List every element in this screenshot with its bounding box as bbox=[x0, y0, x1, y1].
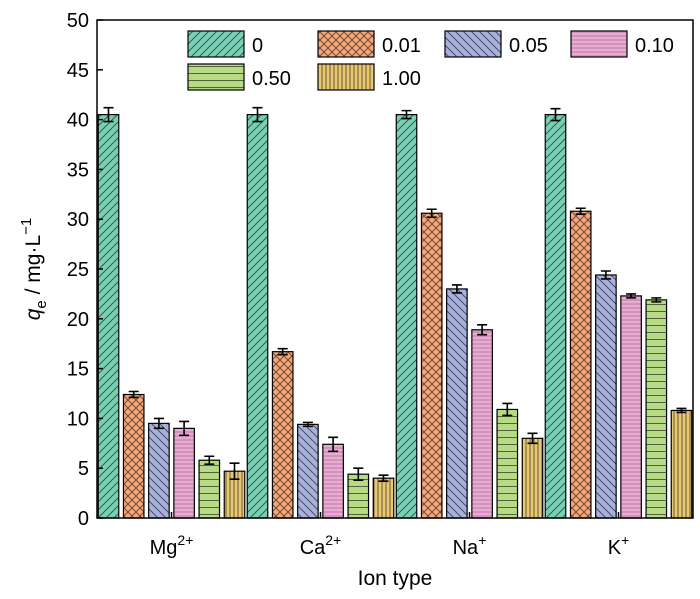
bars-layer bbox=[97, 106, 693, 519]
legend-swatch bbox=[570, 30, 628, 58]
bar-mg-series-0 bbox=[97, 114, 120, 519]
legend-label: 0 bbox=[252, 35, 263, 57]
legend-label: 0.10 bbox=[635, 35, 674, 57]
x-tick-label-na: Na+ bbox=[453, 532, 487, 559]
error-bar-ca-series-5 bbox=[378, 474, 389, 482]
bar-na-series-3 bbox=[471, 329, 493, 519]
bar-na-series-5 bbox=[521, 437, 544, 519]
error-bar-mg-series-0 bbox=[103, 106, 114, 123]
y-tick-label: 10 bbox=[67, 408, 89, 430]
legend-item-4: 0.50 bbox=[187, 63, 291, 91]
error-bar-k-series-3 bbox=[626, 293, 637, 299]
error-bar-na-series-4 bbox=[502, 402, 513, 417]
legend-label: 0.01 bbox=[382, 35, 421, 57]
y-tick-label: 30 bbox=[67, 209, 89, 231]
bar-k-series-1 bbox=[569, 210, 592, 519]
legend-label: 0.50 bbox=[252, 68, 291, 90]
error-bar-k-series-5 bbox=[676, 407, 687, 414]
error-bar-na-series-3 bbox=[477, 323, 488, 336]
error-bar-ca-series-3 bbox=[328, 436, 339, 453]
y-tick-label: 5 bbox=[78, 458, 89, 480]
error-bar-ca-series-1 bbox=[277, 347, 288, 356]
legend-item-5: 1.00 bbox=[317, 63, 421, 91]
bar-k-series-3 bbox=[620, 295, 642, 519]
bar-ca-series-5 bbox=[372, 477, 395, 519]
error-bar-mg-series-1 bbox=[128, 390, 139, 399]
legend-label: 0.05 bbox=[509, 35, 548, 57]
error-bar-ca-series-2 bbox=[302, 421, 313, 428]
y-tick-label: 0 bbox=[78, 508, 89, 530]
error-bar-mg-series-3 bbox=[179, 420, 190, 437]
error-bar-k-series-0 bbox=[550, 107, 561, 122]
legend-swatch bbox=[444, 30, 502, 58]
bar-k-series-0 bbox=[544, 114, 567, 519]
error-bar-mg-series-2 bbox=[153, 417, 164, 430]
bar-na-series-1 bbox=[420, 212, 443, 519]
legend-item-2: 0.05 bbox=[444, 30, 548, 58]
error-bar-ca-series-0 bbox=[252, 106, 263, 123]
bar-ca-series-0 bbox=[246, 114, 269, 519]
error-bar-ca-series-4 bbox=[353, 467, 364, 481]
error-bar-mg-series-5 bbox=[229, 462, 240, 480]
bar-ca-series-2 bbox=[297, 423, 319, 519]
bar-na-series-0 bbox=[395, 114, 418, 519]
legend-item-3: 0.10 bbox=[570, 30, 674, 58]
x-tick-label-mg: Mg2+ bbox=[150, 532, 194, 559]
error-bar-na-series-2 bbox=[451, 284, 462, 294]
bar-na-series-2 bbox=[446, 288, 468, 519]
x-axis-title: Ion type bbox=[358, 567, 433, 590]
legend-swatch bbox=[317, 63, 375, 91]
bar-k-series-5 bbox=[670, 409, 693, 519]
legend-item-1: 0.01 bbox=[317, 30, 421, 58]
y-tick-label: 15 bbox=[67, 359, 89, 381]
bar-k-series-2 bbox=[595, 274, 617, 519]
bar-k-series-4 bbox=[645, 299, 668, 519]
y-tick-label: 45 bbox=[67, 60, 89, 82]
bar-mg-series-1 bbox=[122, 393, 145, 519]
y-axis-title: qe / mg·L−1 bbox=[18, 218, 50, 321]
bar-na-series-4 bbox=[496, 408, 519, 519]
y-tick-label: 25 bbox=[67, 259, 89, 281]
error-bar-k-series-1 bbox=[575, 207, 586, 216]
y-tick-label: 20 bbox=[67, 309, 89, 331]
x-tick-label-ca: Ca2+ bbox=[300, 532, 342, 559]
error-bar-k-series-4 bbox=[651, 297, 662, 303]
legend: 0 0.01 0.05 0.10 0.50 1.00 bbox=[187, 30, 674, 91]
bar-ca-series-1 bbox=[271, 351, 294, 519]
x-tick-label-k: K+ bbox=[608, 532, 630, 559]
legend-item-0: 0 bbox=[187, 30, 263, 58]
legend-swatch bbox=[187, 63, 245, 91]
y-tick-label: 40 bbox=[67, 110, 89, 132]
legend-swatch bbox=[187, 30, 245, 58]
error-bar-k-series-2 bbox=[600, 270, 611, 280]
error-bar-na-series-1 bbox=[426, 208, 437, 219]
legend-swatch bbox=[317, 30, 375, 58]
bar-ca-series-3 bbox=[322, 443, 344, 519]
error-bar-na-series-5 bbox=[527, 432, 538, 445]
y-tick-label: 50 bbox=[67, 10, 89, 32]
error-bar-mg-series-4 bbox=[204, 455, 215, 466]
bar-mg-series-4 bbox=[198, 459, 221, 519]
axes-layer: 0 5 10 15 20 25 30 35 40 45 50 Mg2+ Ca2+ Na+ K+ Ion typ… bbox=[18, 10, 694, 590]
bar-mg-series-2 bbox=[148, 422, 170, 519]
error-bar-na-series-0 bbox=[401, 109, 412, 120]
y-tick-label: 35 bbox=[67, 159, 89, 181]
bar-mg-series-3 bbox=[173, 427, 195, 519]
legend-label: 1.00 bbox=[382, 68, 421, 90]
